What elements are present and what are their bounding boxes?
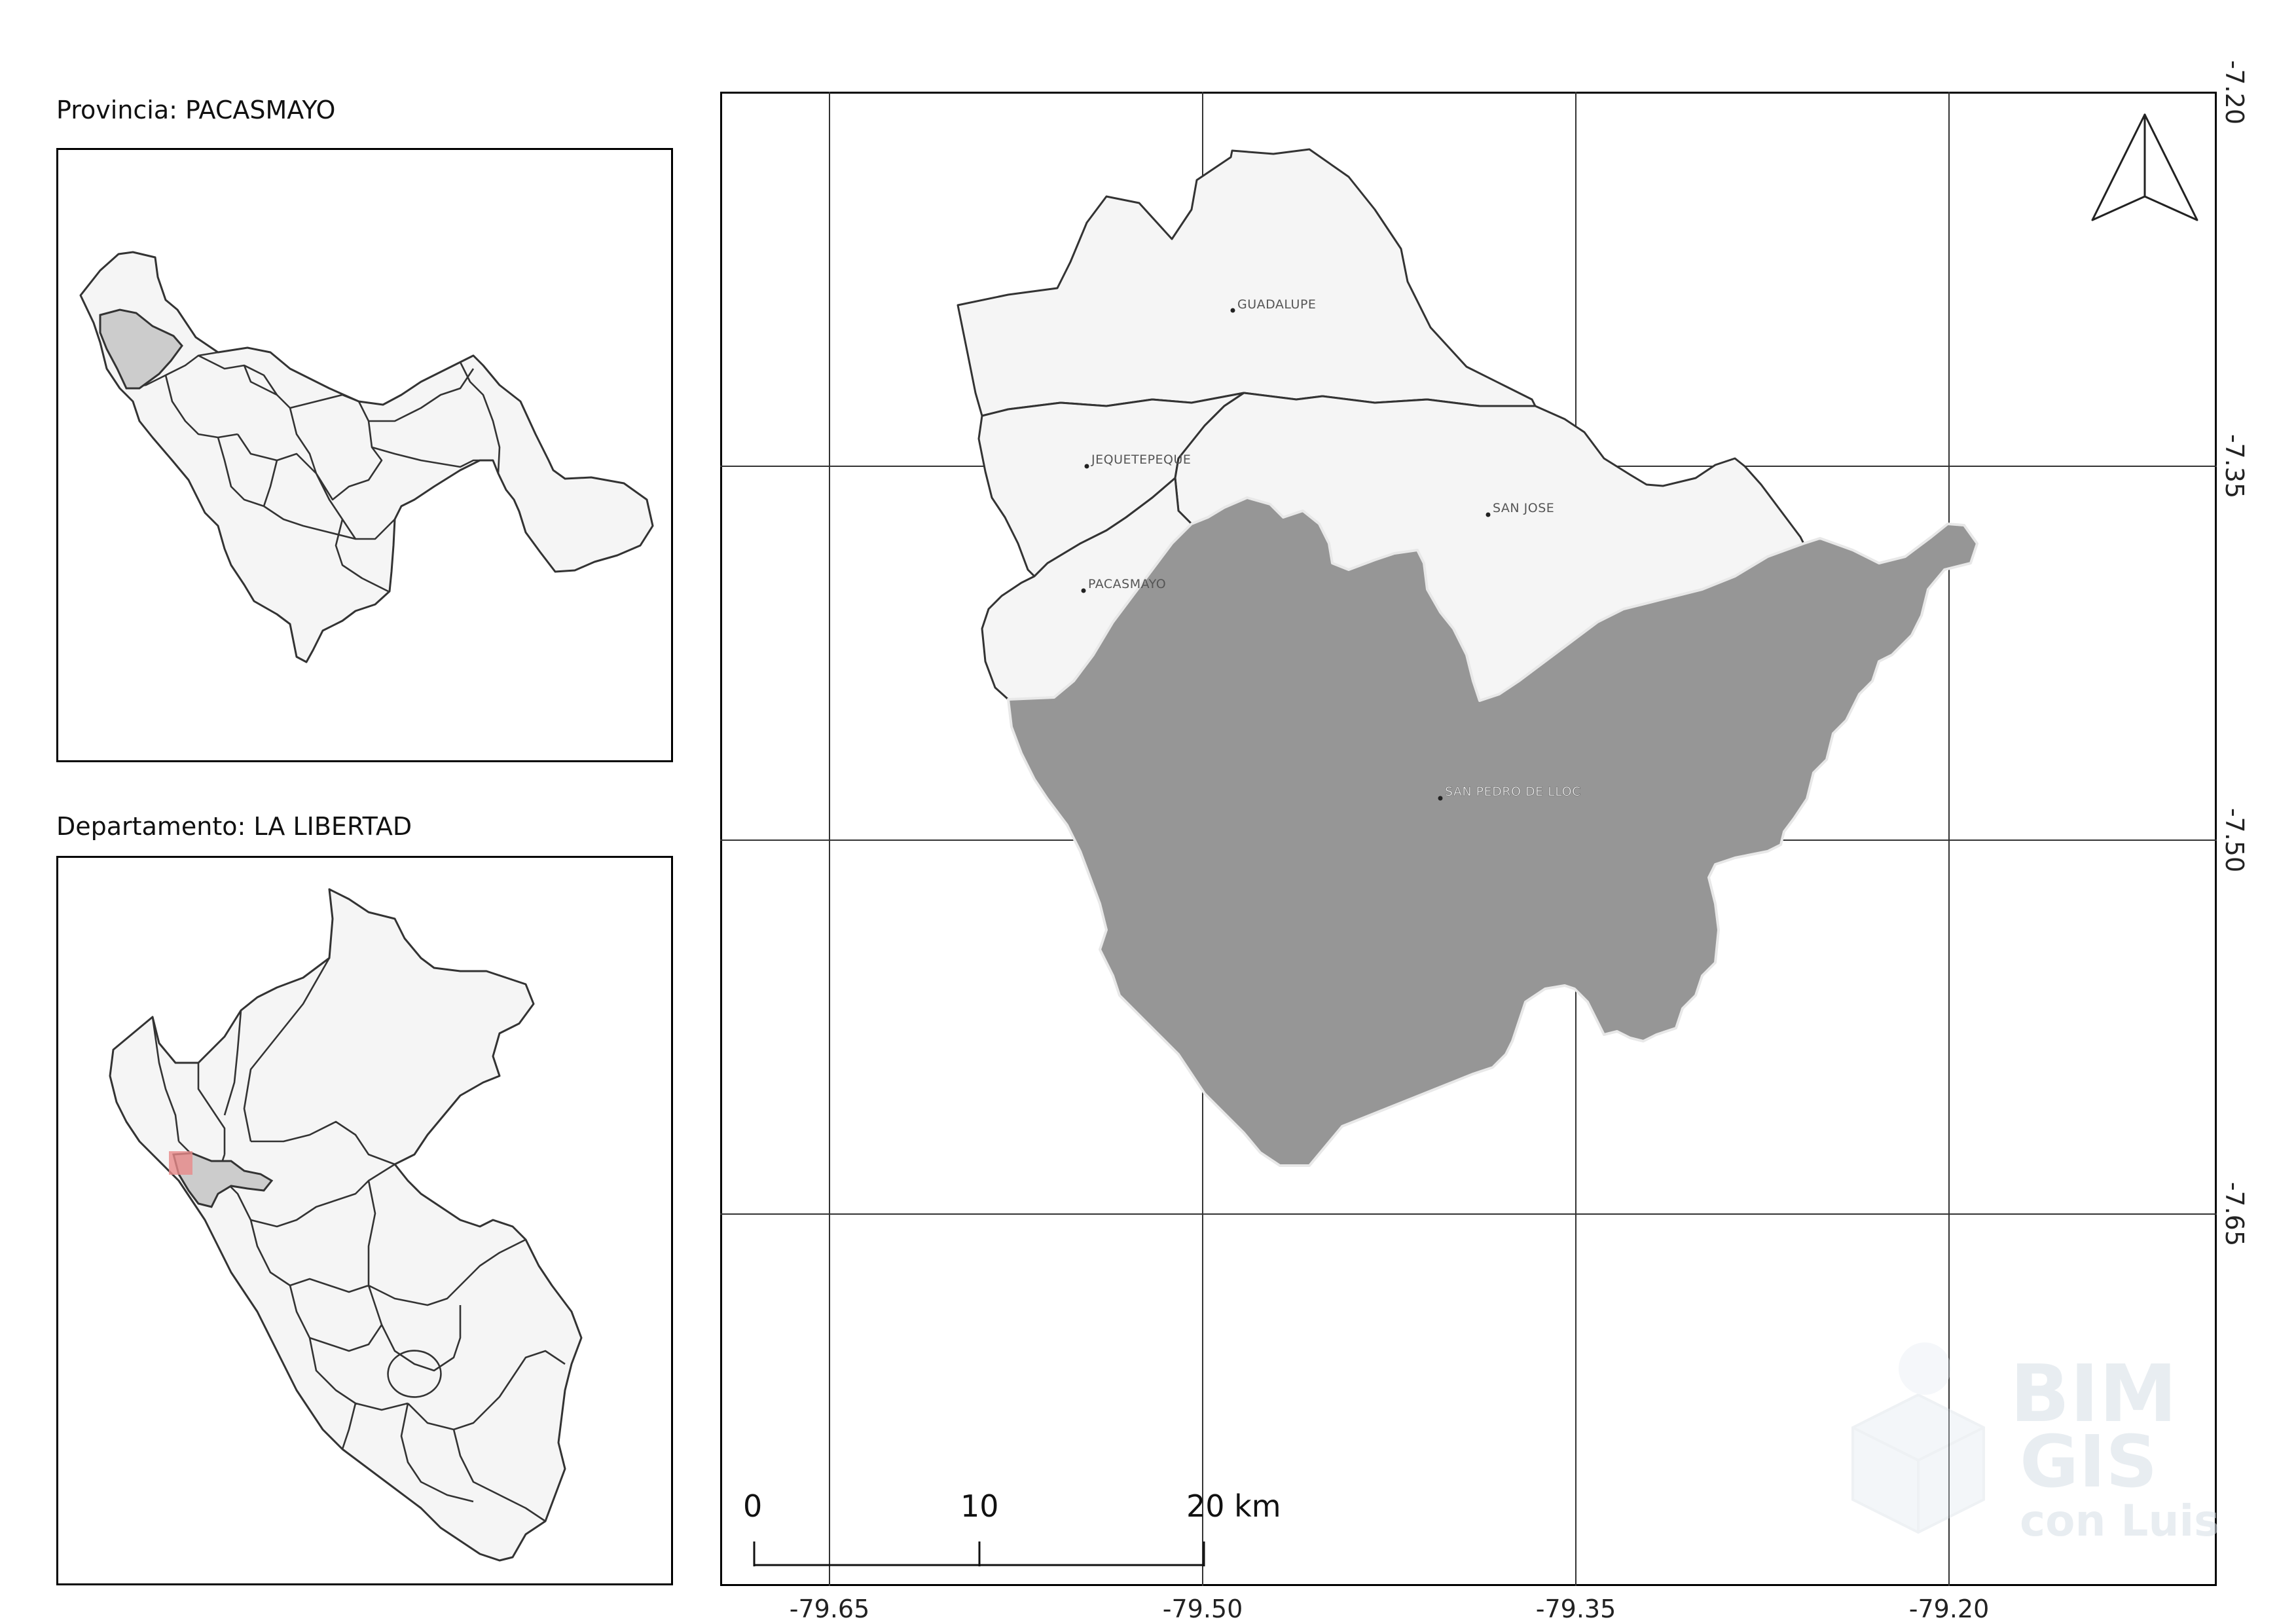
san-pedro-de-lloc-district-shape [1007, 496, 1978, 1167]
place-label-guadalupe: GUADALUPE [1237, 297, 1316, 312]
province-inset-title: Provincia: PACASMAYO [56, 96, 336, 124]
lon-label-79-20: -79.20 [1909, 1595, 1990, 1623]
watermark-logo: BIM GIS con Luis [1851, 1342, 2219, 1546]
guadalupe-district-shape [957, 148, 1537, 417]
longitude-labels: -79.65 -79.50 -79.35 -79.20 [790, 1595, 1990, 1623]
lon-label-79-50: -79.50 [1163, 1595, 1243, 1623]
la-libertad-department-shape [79, 251, 654, 663]
place-label-jequetepeque: JEQUETEPEQUE [1091, 452, 1191, 467]
province-inset-map [79, 251, 654, 663]
latitude-labels: -7.20 -7.35 -7.50 -7.65 [2220, 60, 2249, 1246]
lat-label-7-65: -7.65 [2220, 1182, 2249, 1246]
department-inset-frame [56, 856, 673, 1585]
place-labels: GUADALUPE JEQUETEPEQUE SAN JOSE PACASMAY… [1081, 297, 1581, 801]
lon-label-79-35: -79.35 [1536, 1595, 1616, 1623]
lon-label-79-65: -79.65 [790, 1595, 870, 1623]
la-libertad-highlight [172, 1152, 274, 1208]
place-label-pacasmayo: PACASMAYO [1088, 577, 1166, 591]
place-label-san-pedro-de-lloc: SAN PEDRO DE LLOC [1445, 784, 1581, 799]
scale-label-20km: 20 km [1186, 1488, 1281, 1524]
peru-inset-map [109, 888, 583, 1562]
scale-bar: 0 10 20 km [743, 1488, 1281, 1566]
lat-label-7-35: -7.35 [2220, 434, 2249, 498]
scale-label-0: 0 [743, 1488, 762, 1524]
lat-label-7-50: -7.50 [2220, 808, 2249, 872]
watermark-line-2: GIS [2020, 1420, 2157, 1504]
district-boundaries [981, 392, 1535, 577]
pacasmayo-location-marker [169, 1151, 192, 1175]
watermark-line-1: BIM [2010, 1349, 2178, 1440]
north-arrow-icon [2091, 113, 2198, 221]
province-boundaries [126, 351, 501, 593]
province-inset-frame [56, 148, 673, 762]
lat-label-7-20: -7.20 [2220, 60, 2249, 124]
watermark-cube-icon [1851, 1342, 1985, 1534]
pacasmayo-province-highlight [99, 308, 183, 390]
watermark-line-3: con Luis [2020, 1496, 2219, 1546]
place-label-san-jose: SAN JOSE [1493, 501, 1554, 515]
scale-label-10: 10 [960, 1488, 999, 1524]
department-inset-title: Departamento: LA LIBERTAD [56, 812, 412, 841]
peru-country-shape [109, 888, 583, 1562]
